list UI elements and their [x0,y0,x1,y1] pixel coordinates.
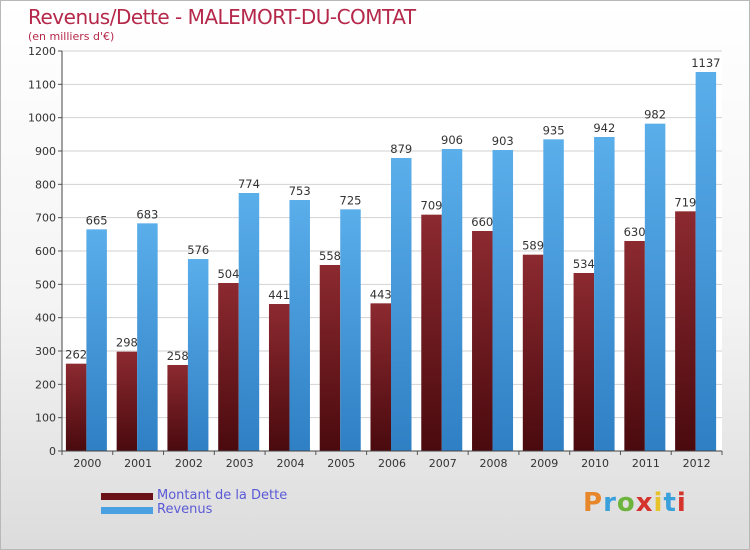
bar-revenus [391,158,412,451]
bar-dette [218,283,239,451]
legend-swatch-revenus [101,507,153,514]
data-label-dette: 630 [624,225,646,239]
data-label-dette: 262 [65,348,87,362]
y-tick-label: 1200 [28,45,56,58]
y-tick-label: 600 [35,245,56,258]
bar-revenus [644,123,666,452]
y-tick-label: 300 [35,345,56,358]
bar-revenus [543,139,564,452]
bar-dette [675,211,696,451]
logo-letter: x [635,488,654,518]
bar-dette [573,273,595,451]
bar-revenus [492,150,514,451]
bar-dette [167,365,188,451]
bar-dette [472,231,493,451]
data-label-revenus: 725 [340,193,362,207]
y-tick-label: 200 [35,378,56,391]
bar-revenus [594,137,615,451]
legend-label-revenus: Revenus [157,502,213,517]
x-tick-label: 2004 [276,457,304,470]
y-tick-label: 0 [49,445,56,458]
x-tick-label: 2001 [124,457,152,470]
data-label-dette: 534 [573,257,595,271]
data-label-dette: 298 [116,336,138,350]
data-label-dette: 258 [167,349,189,363]
data-label-revenus: 982 [644,108,666,122]
legend-label-dette: Montant de la Dette [157,488,288,503]
data-label-revenus: 942 [593,121,615,135]
y-tick-label: 100 [35,412,56,425]
bar-dette [522,254,544,451]
bar-dette [421,214,442,451]
x-tick-label: 2009 [530,457,558,470]
x-tick-label: 2002 [175,457,203,470]
x-tick-label: 2012 [683,457,711,470]
proxiti-logo: Proxiti [583,488,687,518]
y-tick-label: 1000 [28,112,56,125]
chart-subtitle: (en milliers d'€) [28,30,115,43]
y-tick-label: 1100 [28,78,56,91]
bar-revenus [86,229,107,451]
bar-dette [268,304,290,451]
bar-revenus [289,200,310,451]
chart-title: Revenus/Dette - MALEMORT-DU-COMTAT [28,5,416,29]
data-label-revenus: 753 [289,184,311,198]
x-tick-label: 2011 [632,457,660,470]
y-tick-label: 500 [35,278,56,291]
data-label-revenus: 906 [441,133,463,147]
data-label-revenus: 665 [86,213,108,227]
logo-letter: i [676,488,687,518]
x-tick-label: 2003 [226,457,254,470]
data-label-dette: 441 [268,288,290,302]
logo-letter: t [663,488,677,518]
logo-letter: r [603,488,617,518]
y-tick-label: 400 [35,312,56,325]
bar-dette [370,303,391,451]
data-label-revenus: 683 [136,207,158,221]
y-tick-label: 900 [35,145,56,158]
data-label-revenus: 903 [492,134,514,148]
bar-revenus [238,193,260,451]
data-label-revenus: 879 [390,142,412,156]
data-label-dette: 589 [522,239,544,253]
data-label-dette: 660 [471,215,493,229]
logo-letter: i [653,488,664,518]
data-label-revenus: 1137 [691,56,720,70]
x-tick-label: 2000 [73,457,101,470]
y-tick-label: 700 [35,212,56,225]
bar-revenus [695,72,717,451]
data-label-revenus: 774 [238,177,260,191]
data-label-dette: 709 [421,199,443,213]
data-label-dette: 719 [674,195,696,209]
bar-revenus [187,259,209,451]
x-tick-label: 2007 [429,457,457,470]
x-tick-label: 2010 [581,457,609,470]
logo-letter: o [616,488,636,518]
bar-revenus [441,149,463,451]
bar-dette [319,265,341,451]
x-tick-label: 2008 [480,457,508,470]
x-tick-label: 2005 [327,457,355,470]
data-label-dette: 443 [370,287,392,301]
data-label-revenus: 935 [543,123,565,137]
bar-revenus [137,223,158,451]
logo-letter: P [583,488,604,518]
data-label-revenus: 576 [187,243,209,257]
bar-dette [624,241,645,451]
bar-revenus [340,209,361,451]
bar-dette [116,351,138,451]
x-tick-label: 2006 [378,457,406,470]
legend-swatch-dette [101,493,153,500]
bar-dette [65,363,87,451]
y-tick-label: 800 [35,178,56,191]
data-label-dette: 558 [319,249,341,263]
data-label-dette: 504 [217,267,239,281]
